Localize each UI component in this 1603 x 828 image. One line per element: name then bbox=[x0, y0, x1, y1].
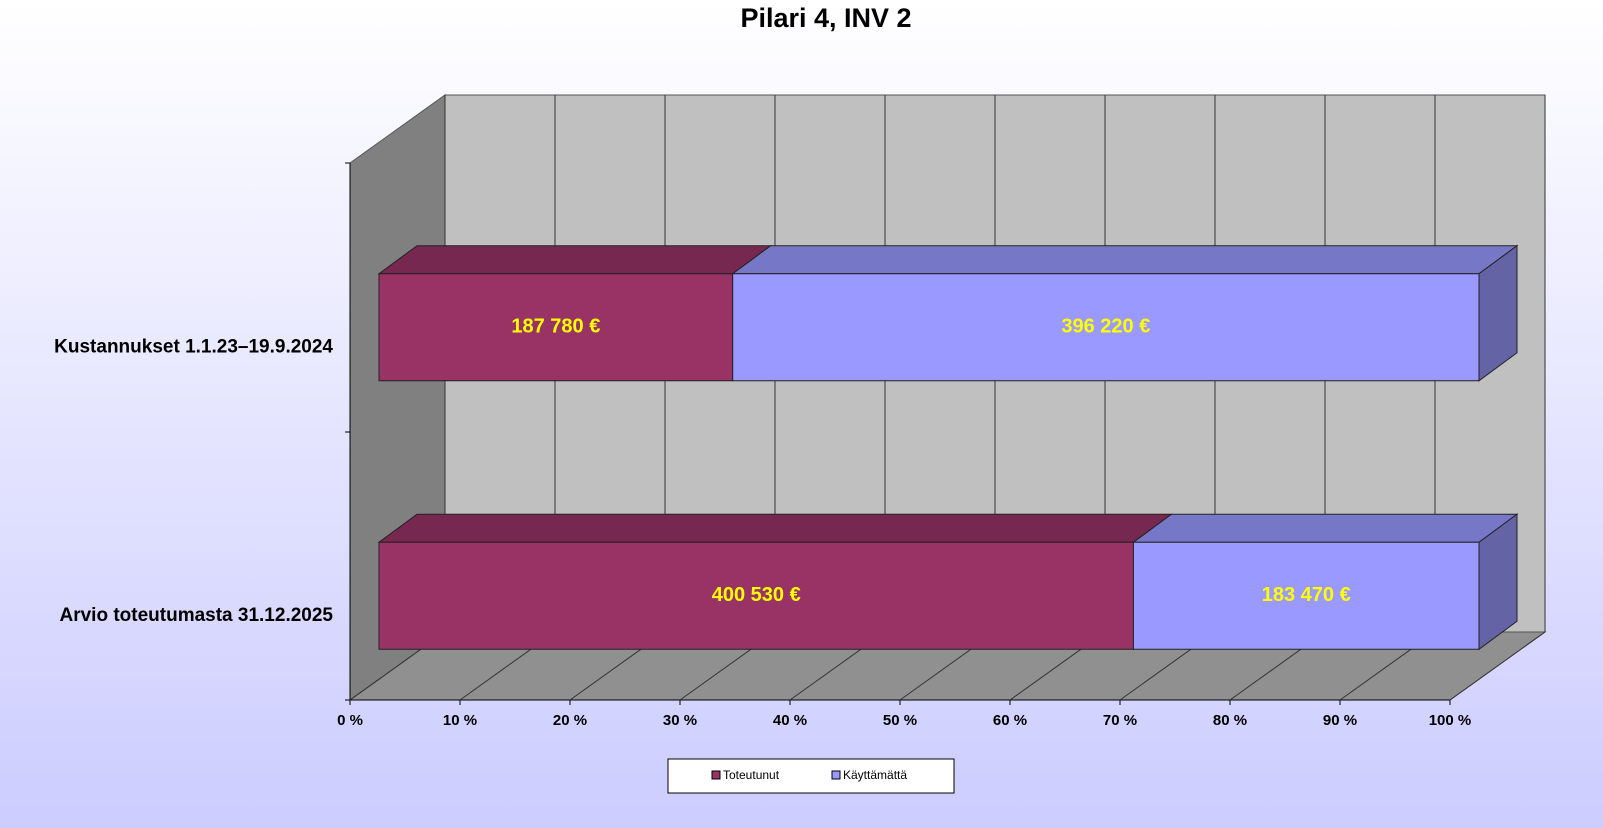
x-tick-label: 50 % bbox=[883, 712, 917, 729]
bar bbox=[378, 273, 734, 382]
bar-top bbox=[377, 513, 1173, 543]
bar bbox=[1132, 541, 1480, 650]
legend bbox=[667, 758, 955, 794]
legend-swatch bbox=[831, 770, 841, 780]
data-label: 183 470 € bbox=[1262, 584, 1351, 606]
data-label: 396 220 € bbox=[1061, 316, 1150, 338]
chart-title: Pilari 4, INV 2 bbox=[740, 3, 911, 33]
bar-top bbox=[1131, 513, 1519, 543]
x-tick-label: 10 % bbox=[443, 712, 477, 729]
x-tick-label: 30 % bbox=[663, 712, 697, 729]
x-tick-label: 20 % bbox=[553, 712, 587, 729]
x-tick-label: 70 % bbox=[1103, 712, 1137, 729]
bar-segment bbox=[1131, 513, 1519, 651]
x-tick-label: 0 % bbox=[337, 712, 363, 729]
legend-swatch bbox=[711, 770, 721, 780]
y-tick-label: Arvio toteutumasta 31.12.2025 bbox=[59, 605, 333, 626]
bar-top bbox=[731, 245, 1519, 275]
data-label: 400 530 € bbox=[712, 584, 801, 606]
x-tick-label: 40 % bbox=[773, 712, 807, 729]
plot: 187 780 € 396 220 € 400 530 € 183 470 € bbox=[349, 95, 1546, 701]
bar-segment bbox=[731, 244, 1519, 382]
legend-label: Käyttämättä bbox=[843, 768, 907, 782]
grid-line bbox=[1449, 631, 1546, 701]
x-tick-label: 100 % bbox=[1429, 712, 1472, 729]
x-tick-label: 60 % bbox=[993, 712, 1027, 729]
bar bbox=[732, 273, 1480, 382]
data-label: 187 780 € bbox=[511, 316, 600, 338]
x-tick-label: 80 % bbox=[1213, 712, 1247, 729]
bar bbox=[378, 541, 1134, 650]
legend-label: Toteutunut bbox=[723, 768, 780, 782]
x-tick-label: 90 % bbox=[1323, 712, 1357, 729]
y-tick-label: Kustannukset 1.1.23–19.9.2024 bbox=[54, 336, 333, 357]
bar-segment bbox=[377, 513, 1173, 650]
bar-top bbox=[377, 245, 773, 275]
bar-segment bbox=[377, 245, 773, 382]
